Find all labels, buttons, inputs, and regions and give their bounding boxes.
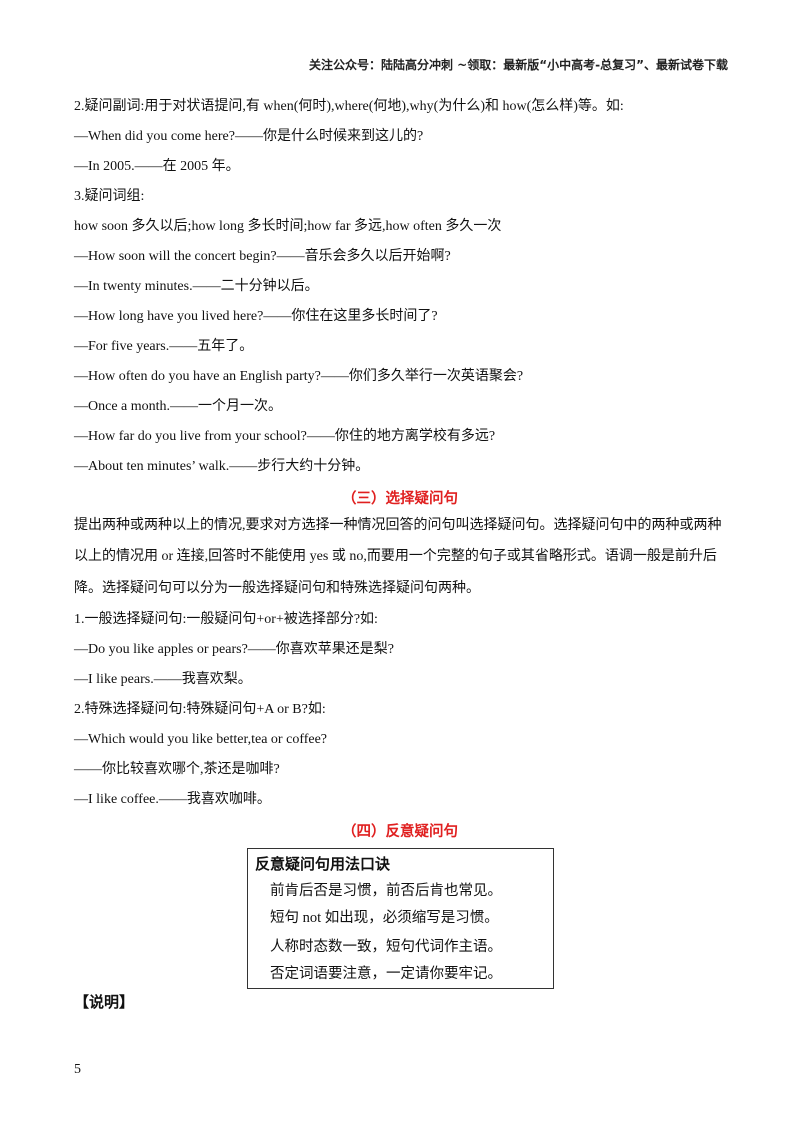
text-line: —How soon will the concert begin?——音乐会多久… — [74, 249, 451, 264]
text-line: —How far do you live from your school?——… — [74, 429, 496, 444]
text-line: —In twenty minutes.——二十分钟以后。 — [74, 279, 319, 294]
mnemonic-box: 反意疑问句用法口诀 前肯后否是习惯，前否后肯也常见。 短句 not 如出现，必须… — [247, 848, 554, 989]
text-line: 2.疑问副词:用于对状语提问,有 when(何时),where(何地),why(… — [74, 99, 624, 114]
mnemonic-row: 短句 not 如出现，必须缩写是习惯。 — [270, 910, 499, 926]
mnemonic-row: 人称时态数一致，短句代词作主语。 — [270, 939, 502, 955]
section-heading-4: （四）反意疑问句 — [342, 824, 458, 840]
text-line: ——你比较喜欢哪个,茶还是咖啡? — [74, 762, 280, 777]
page-header: 关注公众号：陆陆高分冲刺 ~领取：最新版“小中高考-总复习”、最新试卷下载 — [309, 58, 728, 72]
text-line: —Do you like apples or pears?——你喜欢苹果还是梨? — [74, 642, 394, 657]
text-line: how soon 多久以后;how long 多长时间;how far 多远,h… — [74, 219, 502, 234]
text-line: 1.一般选择疑问句:一般疑问句+or+被选择部分?如: — [74, 612, 378, 627]
text-line: 降。选择疑问句可以分为一般选择疑问句和特殊选择疑问句两种。 — [74, 581, 480, 596]
text-line: —I like pears.——我喜欢梨。 — [74, 672, 252, 687]
text-line: 3.疑问词组: — [74, 189, 145, 204]
text-line: —Once a month.——一个月一次。 — [74, 399, 283, 414]
text-line: —For five years.——五年了。 — [74, 339, 254, 354]
text-line: —About ten minutes’ walk.——步行大约十分钟。 — [74, 459, 370, 474]
text-line: —How often do you have an English party?… — [74, 369, 524, 384]
page-number: 5 — [74, 1062, 81, 1077]
text-line: 2.特殊选择疑问句:特殊疑问句+A or B?如: — [74, 702, 326, 717]
text-line: —How long have you lived here?——你住在这里多长时… — [74, 309, 438, 324]
mnemonic-row: 前肯后否是习惯，前否后肯也常见。 — [270, 883, 502, 899]
mnemonic-title: 反意疑问句用法口诀 — [255, 855, 391, 873]
text-line: —In 2005.——在 2005 年。 — [74, 159, 240, 174]
text-line: —When did you come here?——你是什么时候来到这儿的? — [74, 129, 424, 144]
text-line: —Which would you like better,tea or coff… — [74, 732, 328, 747]
text-line: 提出两种或两种以上的情况,要求对方选择一种情况回答的问句叫选择疑问句。选择疑问句… — [74, 518, 722, 533]
mnemonic-row: 否定词语要注意，一定请你要牢记。 — [270, 966, 502, 982]
text-line: —I like coffee.——我喜欢咖啡。 — [74, 792, 271, 807]
section-heading-3: （三）选择疑问句 — [342, 491, 458, 507]
text-line: 以上的情况用 or 连接,回答时不能使用 yes 或 no,而要用一个完整的句子… — [74, 549, 717, 564]
note-heading: 【说明】 — [74, 993, 135, 1011]
